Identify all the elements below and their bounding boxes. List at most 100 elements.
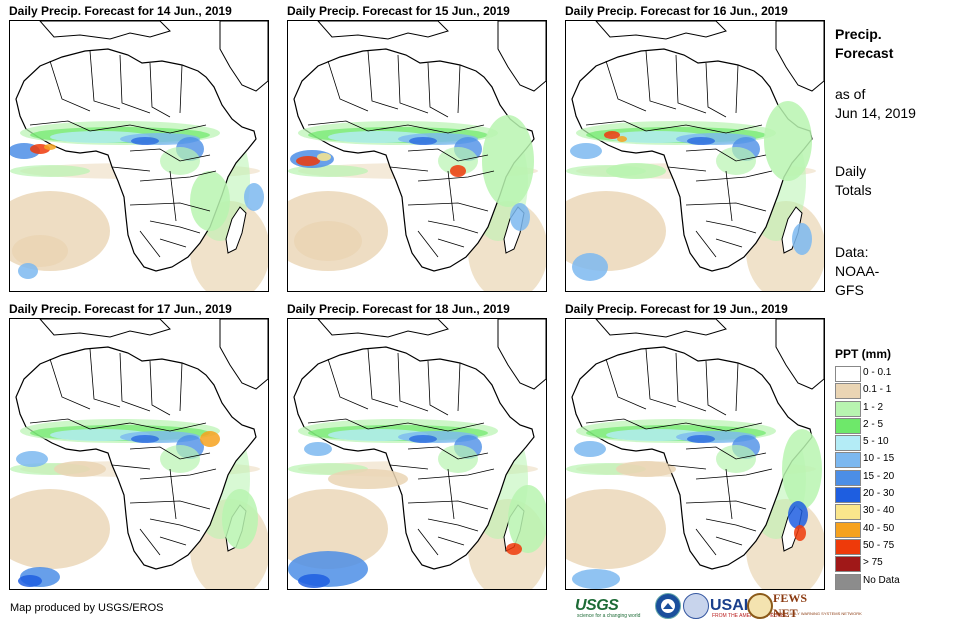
country-border — [705, 220, 757, 234]
country-border — [417, 170, 495, 182]
country-border — [129, 500, 211, 510]
country-border — [139, 528, 161, 556]
country-border — [417, 528, 439, 556]
country-border — [407, 148, 489, 162]
arabia-coast — [775, 319, 824, 390]
country-border — [715, 536, 743, 546]
country-border — [407, 446, 489, 460]
sidebar-heading-line1: Precip. — [835, 26, 882, 42]
legend-swatch — [835, 435, 861, 452]
country-border — [705, 518, 757, 532]
precip-area — [510, 203, 530, 231]
precip-area — [566, 191, 666, 271]
precip-area — [409, 137, 437, 145]
country-border — [367, 50, 399, 110]
country-border — [89, 124, 207, 134]
precip-area — [482, 115, 534, 207]
precip-area — [294, 221, 362, 261]
forecast-panel-jun15: Daily Precip. Forecast for 15 Jun., 2019 — [287, 4, 549, 294]
country-border — [675, 352, 707, 412]
country-border — [645, 50, 677, 110]
country-border — [437, 536, 465, 546]
sidebar-asof-line1: as of — [835, 86, 866, 102]
country-border — [149, 518, 201, 532]
precip-area — [764, 101, 812, 181]
country-border — [427, 518, 479, 532]
precip-map — [9, 318, 269, 590]
sidebar-data-line1: Data: — [835, 244, 869, 260]
country-border — [667, 166, 707, 172]
country-border — [417, 468, 495, 480]
legend-label: 5 - 10 — [863, 436, 889, 448]
precip-area — [782, 429, 822, 509]
precip-area — [687, 137, 715, 145]
precip-area — [10, 489, 110, 569]
legend-swatch — [835, 487, 861, 504]
country-border — [139, 170, 217, 182]
country-border — [585, 120, 647, 132]
country-border — [645, 422, 763, 432]
country-border — [129, 446, 211, 460]
country-border — [645, 124, 763, 134]
precip-area — [317, 153, 331, 161]
legend-swatch — [835, 573, 861, 590]
madagascar-coast — [225, 206, 247, 254]
precip-area — [570, 143, 602, 159]
panel-title: Daily Precip. Forecast for 16 Jun., 2019 — [565, 4, 788, 18]
country-border — [695, 528, 717, 556]
country-border — [585, 418, 647, 430]
precip-area — [566, 489, 666, 569]
legend-swatch — [835, 538, 861, 555]
precip-area — [10, 165, 90, 177]
precip-map — [287, 318, 547, 590]
precip-area — [54, 461, 106, 477]
precip-area — [616, 461, 676, 477]
legend-label: > 75 — [863, 557, 883, 569]
precip-area — [288, 489, 388, 569]
precip-map — [565, 318, 825, 590]
country-border — [89, 422, 207, 432]
country-border — [437, 238, 465, 248]
country-border — [49, 60, 91, 112]
country-border — [149, 220, 201, 234]
country-border — [715, 238, 743, 248]
country-border — [169, 170, 177, 222]
legend-label: 15 - 20 — [863, 470, 895, 482]
precip-area — [131, 435, 159, 443]
europe-coast — [39, 21, 171, 40]
europe-coast — [595, 21, 727, 40]
noaa-logo-icon — [655, 593, 681, 619]
panel-title: Daily Precip. Forecast for 18 Jun., 2019 — [287, 302, 510, 316]
legend-swatch — [835, 366, 861, 382]
country-border — [725, 170, 733, 222]
country-border — [159, 238, 187, 248]
country-border — [675, 54, 707, 114]
legend-label: 50 - 75 — [863, 539, 895, 551]
legend-label: 2 - 5 — [863, 418, 884, 430]
africa-coast — [571, 48, 813, 272]
legend-swatch — [835, 504, 861, 521]
country-border — [367, 422, 485, 432]
legend-label: 20 - 30 — [863, 488, 895, 500]
fewsnet-tagline: FAMINE EARLY WARNING SYSTEMS NETWORK — [771, 611, 862, 616]
forecast-panel-jun14: Daily Precip. Forecast for 14 Jun., 2019 — [9, 4, 271, 294]
usgs-tagline: science for a changing world — [577, 613, 641, 619]
country-border — [327, 358, 369, 410]
country-border — [179, 362, 183, 412]
legend-label: 0.1 - 1 — [863, 384, 892, 396]
country-border — [111, 464, 151, 470]
usaid-tagline: FROM THE AMERICAN PEOPLE — [712, 613, 787, 619]
precip-area — [794, 525, 806, 541]
forecast-panel-jun17: Daily Precip. Forecast for 17 Jun., 2019 — [9, 302, 271, 592]
country-border — [389, 166, 429, 172]
precip-area — [200, 431, 220, 447]
country-border — [735, 64, 739, 114]
precip-area — [606, 163, 666, 179]
country-border — [605, 60, 647, 112]
country-border — [705, 62, 727, 118]
legend-title: PPT (mm) — [835, 347, 892, 361]
country-border — [685, 148, 767, 162]
precip-area — [617, 136, 627, 142]
precip-area — [190, 171, 230, 231]
legend-label: 40 - 50 — [863, 522, 895, 534]
